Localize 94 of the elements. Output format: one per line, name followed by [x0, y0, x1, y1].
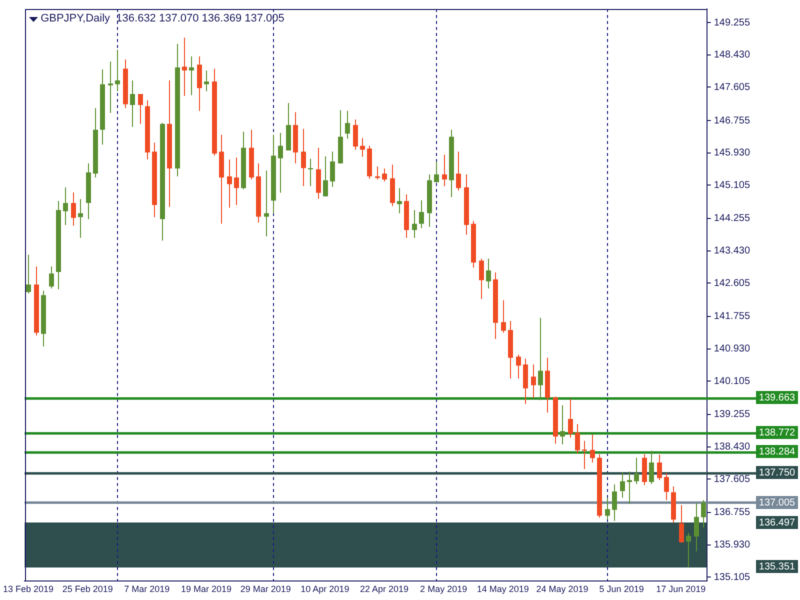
candlestick	[316, 147, 321, 200]
candlestick	[434, 160, 439, 183]
y-tick-label: 139.255	[714, 409, 750, 420]
candlestick	[590, 434, 595, 463]
x-tick-label: 17 Jun 2019	[656, 584, 706, 594]
x-tick-label: 10 Apr 2019	[300, 584, 350, 594]
y-tick-label: 147.605	[714, 82, 750, 93]
candlestick	[634, 457, 639, 485]
ref-line-label: 137.750	[758, 467, 796, 478]
candlestick	[419, 200, 424, 229]
candlestick	[649, 450, 654, 485]
x-tick-label: 19 Mar 2019	[180, 584, 232, 594]
y-tick-label: 145.930	[714, 148, 750, 159]
y-tick-label: 140.930	[714, 344, 750, 355]
y-tick-label: 146.755	[714, 115, 750, 126]
candlestick	[234, 157, 239, 206]
candlestick	[538, 317, 543, 401]
candlestick	[63, 186, 68, 226]
y-tick-label: 137.605	[714, 474, 750, 485]
y-tick-label: 138.430	[714, 442, 750, 453]
y-tick-label: 144.255	[714, 213, 750, 224]
candlestick	[531, 364, 536, 399]
y-tick-label: 140.105	[714, 376, 750, 387]
candlestick	[686, 532, 691, 568]
candlestick	[71, 192, 76, 226]
candlestick	[108, 61, 113, 114]
ref-line-label: 138.284	[758, 446, 796, 458]
x-tick-label: 13 Feb 2019	[2, 584, 54, 594]
candlestick	[323, 156, 328, 197]
y-tick-label: 148.430	[714, 50, 750, 61]
candlestick	[189, 56, 194, 96]
y-tick-label: 136.755	[714, 507, 750, 518]
candlestick	[204, 70, 209, 92]
candlestick	[227, 158, 232, 208]
candlestick	[479, 258, 484, 300]
candlestick	[138, 94, 143, 124]
candlestick	[308, 158, 313, 187]
candlestick	[612, 484, 617, 522]
candlestick	[360, 137, 365, 158]
candlestick	[575, 424, 580, 454]
candlestick	[49, 266, 54, 289]
candlestick	[501, 300, 506, 334]
x-tick-label: 24 May 2019	[536, 584, 588, 594]
candlestick	[620, 472, 625, 498]
candlestick	[568, 398, 573, 438]
candlestick	[523, 358, 528, 405]
candlestick	[657, 454, 662, 481]
candlestick	[627, 470, 632, 504]
y-tick-label: 141.755	[714, 311, 750, 322]
candlestick	[442, 154, 447, 187]
ref-line-label: 138.772	[758, 427, 796, 438]
candlestick	[130, 80, 135, 128]
candlestick	[486, 258, 491, 289]
candlestick	[560, 404, 565, 445]
text: 136.497	[758, 517, 796, 528]
candlestick	[301, 128, 306, 187]
candlestick	[412, 210, 417, 238]
x-tick-label: 14 May 2019	[476, 584, 529, 594]
chart-title: GBPJPY,Daily 136.632 137.070 136.369 137.005	[40, 12, 284, 25]
y-tick-label: 135.930	[714, 540, 750, 550]
candlestick	[197, 56, 202, 112]
candlestick	[264, 170, 269, 237]
candlestick	[26, 254, 31, 294]
candlestick	[375, 166, 380, 180]
candlestick	[115, 49, 120, 92]
x-tick-label: 7 Mar 2019	[124, 584, 170, 594]
y-tick-label: 149.255	[714, 17, 750, 28]
text: 135.351	[758, 561, 796, 572]
candlestick	[694, 502, 699, 552]
candlestick	[330, 151, 335, 188]
candlestick	[345, 110, 350, 140]
candlestick	[397, 188, 402, 214]
ref-line-label: 139.663	[758, 392, 796, 404]
y-tick-label: 142.605	[714, 278, 750, 289]
candlestick	[605, 497, 610, 520]
candlestick	[701, 500, 706, 528]
candlestick	[382, 168, 387, 182]
y-tick-label: 143.430	[714, 246, 750, 257]
candlestick	[278, 132, 283, 194]
y-tick-label: 145.105	[714, 180, 750, 191]
y-tick-label: 135.105	[714, 572, 750, 583]
candlestick	[516, 354, 521, 380]
candlestick	[679, 504, 684, 543]
candlestick	[182, 37, 187, 97]
candlestick	[456, 151, 461, 191]
x-tick-label: 22 Apr 2019	[360, 584, 409, 594]
x-tick-label: 5 Jun 2019	[599, 584, 644, 594]
x-tick-label: 25 Feb 2019	[62, 584, 113, 594]
ref-line-label: 137.005	[758, 497, 796, 508]
candlestick	[78, 198, 83, 238]
candlestick	[353, 119, 358, 150]
x-tick-label: 2 May 2019	[420, 584, 468, 594]
candlestick	[664, 472, 669, 501]
x-tick-label: 29 Mar 2019	[240, 584, 291, 594]
